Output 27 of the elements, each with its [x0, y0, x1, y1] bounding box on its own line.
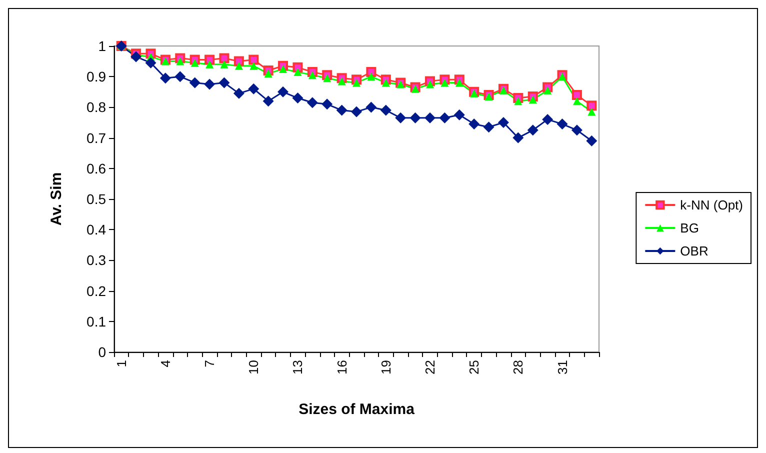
y-tick-label: 0.1 [86, 313, 106, 330]
y-tick-label: 0.3 [86, 252, 106, 268]
y-tick-label: 0.2 [86, 282, 106, 299]
y-axis-title: Av. Sim [48, 172, 65, 226]
legend-label: BG [680, 220, 699, 236]
x-tick-label: 16 [334, 360, 350, 374]
y-tick-label: 0.4 [86, 222, 106, 238]
x-tick-label: 31 [554, 360, 570, 374]
y-tick-label: 0.5 [86, 191, 106, 207]
y-tick-label: 1 [98, 38, 106, 54]
x-tick-label: 4 [158, 360, 173, 368]
y-tick-label: 0 [98, 344, 106, 360]
x-tick-label: 28 [510, 360, 526, 374]
y-tick-label: 0.8 [86, 99, 106, 116]
x-tick-label: 10 [246, 360, 262, 374]
y-tick-label: 0.7 [86, 130, 106, 146]
x-tick-label: 22 [422, 360, 438, 374]
x-tick-label: 13 [290, 360, 306, 374]
x-axis-title: Sizes of Maxima [298, 401, 416, 418]
y-tick-label: 0.6 [86, 160, 106, 176]
legend-label: OBR [680, 244, 708, 258]
x-tick-label: 1 [114, 360, 129, 368]
x-tick-label: 7 [202, 360, 218, 368]
x-tick-label: 19 [378, 360, 394, 374]
legend-label: k-NN (Opt) [680, 198, 744, 212]
x-tick-label: 25 [466, 360, 482, 374]
y-tick-label: 0.9 [86, 68, 106, 85]
